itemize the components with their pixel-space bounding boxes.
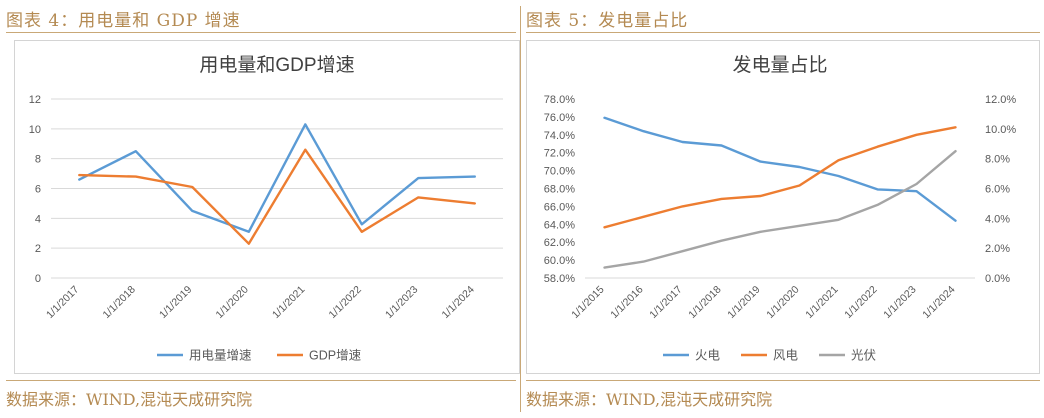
y2-tick-label: 12.0% [985,94,1016,106]
x-tick-label: 1/1/2016 [608,284,645,321]
x-tick-label: 1/1/2017 [647,284,684,321]
figure-4-heading: 图表 4：用电量和 GDP 增速 [6,11,241,31]
legend-label: GDP增速 [309,348,362,363]
y-tick-label: 78.0% [544,94,575,106]
figure-4-chart-svg: 用电量和GDP增速 0 2 4 6 8 10 12 1/1/2017 1/1/2018 1/1/20… [29,54,503,363]
y-tick-label: 76.0% [544,112,575,124]
y2-tick-label: 10.0% [985,124,1016,136]
y-tick-label: 12 [29,94,41,106]
y-tick-label: 8 [35,154,41,166]
y-tick-label: 62.0% [544,237,575,249]
y-tick-label: 0 [35,273,41,285]
figure-5-panel: 图表 5：发电量占比 发电量占比 58.0% 60.0% 62.0% 64.0% 66.0… [520,0,1044,418]
legend-label: 风电 [773,349,799,363]
y-tick-label: 10 [29,124,41,136]
figure-4-source: 数据来源：WIND,混沌天成研究院 [6,390,253,409]
y-tick-label: 60.0% [544,255,575,267]
x-tick-label: 1/1/2019 [725,284,762,321]
legend-label: 用电量增速 [189,348,252,363]
chart-title: 用电量和GDP增速 [199,54,354,76]
y-tick-label: 66.0% [544,201,575,213]
figure-5-heading: 图表 5：发电量占比 [526,11,689,31]
y-tick-label: 58.0% [544,273,575,285]
figure-4-panel: 图表 4：用电量和 GDP 增速 用电量和GDP增速 0 2 4 6 8 10 12 1/1/2… [0,0,520,418]
x-tick-label: 1/1/2024 [439,284,476,321]
chart-title: 发电量占比 [732,54,827,76]
x-tick-label: 1/1/2020 [764,284,801,321]
series-line-1 [78,123,476,234]
y2-tick-label: 2.0% [985,243,1010,255]
figure-5-chart: 发电量占比 58.0% 60.0% 62.0% 64.0% 66.0% 68.0% 70.0%… [526,40,1040,374]
series-line-2 [78,148,476,245]
y-tick-label: 6 [35,184,41,196]
x-tick-label: 1/1/2022 [326,284,363,321]
legend-label: 火电 [695,349,721,363]
x-tick-label: 1/1/2020 [213,284,250,321]
y2-tick-label: 4.0% [985,213,1010,225]
panel-divider [520,6,521,412]
figure-5-chart-svg: 发电量占比 58.0% 60.0% 62.0% 64.0% 66.0% 68.0% 70.0%… [544,54,1017,363]
x-tick-label: 1/1/2018 [686,284,723,321]
y2-tick-label: 8.0% [985,154,1010,166]
y-tick-label: 68.0% [544,184,575,196]
figure-4-bottom-rule [6,380,516,381]
x-tick-label: 1/1/2017 [44,284,81,321]
figure-5-bottom-rule [526,380,1040,381]
x-tick-label: 1/1/2015 [569,284,606,321]
x-tick-label: 1/1/2023 [881,284,918,321]
y-tick-label: 4 [35,213,41,225]
y2-tick-label: 6.0% [985,184,1010,196]
series-line-2 [603,126,957,229]
figure-5-source: 数据来源：WIND,混沌天成研究院 [526,390,773,409]
x-tick-label: 1/1/2023 [383,284,420,321]
figure-4-top-rule [6,32,516,33]
figure-5-top-rule [526,32,1040,33]
figure-4-chart: 用电量和GDP增速 0 2 4 6 8 10 12 1/1/2017 1/1/2018 1/1/20… [14,40,520,374]
y-tick-label: 74.0% [544,130,575,142]
x-tick-label: 1/1/2021 [803,284,840,321]
legend-label: 光伏 [851,349,877,363]
series-line-3 [603,149,957,269]
x-tick-label: 1/1/2019 [157,284,194,321]
series-line-1 [603,116,957,222]
x-tick-label: 1/1/2018 [100,284,137,321]
y-tick-label: 2 [35,243,41,255]
y-tick-label: 72.0% [544,148,575,160]
x-tick-label: 1/1/2021 [270,284,307,321]
x-tick-label: 1/1/2022 [842,284,879,321]
y-tick-label: 64.0% [544,219,575,231]
y2-tick-label: 0.0% [985,273,1010,285]
x-tick-label: 1/1/2024 [920,284,957,321]
y-tick-label: 70.0% [544,166,575,178]
